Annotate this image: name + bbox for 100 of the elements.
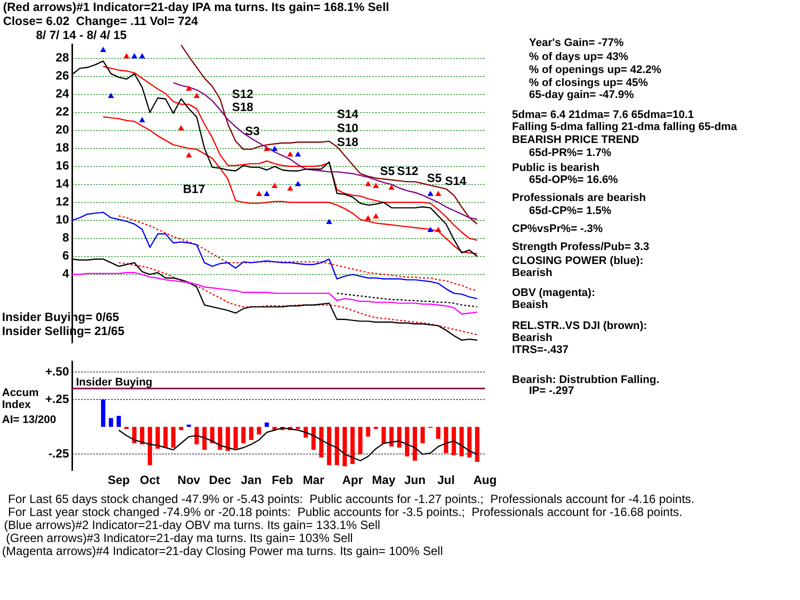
text: (Green arrows)#3 Indicator=21-day ma turns. Its gain= 103% Sell [6,531,353,545]
point [194,92,200,98]
annotation: B17 [183,182,206,196]
y-tick-label: 20 [56,122,70,137]
point [427,226,434,232]
annotation: S5 [427,171,442,185]
text: Public is bearish [512,162,600,174]
text: 65d-PR%= 1.7% [529,147,612,159]
text: AI= 13/200 [2,414,56,426]
y-tick-label: 26 [56,68,70,83]
x-tick-label: Feb [272,473,294,488]
text: % of closings up= 45% [529,77,648,89]
point [256,190,262,196]
bar [171,426,176,448]
bar [116,416,121,427]
text: Year's Gain= -77% [529,37,624,49]
annotation: S18 [232,100,254,114]
point [124,53,130,58]
annotation: S14 [337,107,358,121]
y-tick-label: +.25 [45,392,70,406]
bar [249,426,254,440]
point [427,190,434,196]
point [272,182,278,188]
bar [210,426,214,444]
x-tick-label: Jan [240,473,262,488]
bar [475,426,480,462]
bar [234,426,238,449]
text: OBV (magenta): [512,287,596,299]
annotation: S12 [397,164,418,178]
bar [256,426,262,434]
y-tick-label: 18 [56,140,70,155]
y-tick-label: -.25 [48,446,70,461]
annotation: S12 [232,87,254,101]
text: IP= -.297 [529,385,574,397]
x-tick-label: Nov [178,473,201,488]
text: 65d-CP%= 1.5% [529,205,612,217]
y-tick-label: 10 [56,212,70,227]
text: % of days up= 43% [529,51,628,63]
point [272,146,278,152]
annotation: S18 [337,135,358,149]
text: Bearish [512,332,552,344]
bar [264,422,269,427]
point [100,46,106,52]
text: CLOSING POWER (blue): [512,255,644,267]
point [287,151,294,156]
bar [140,426,144,444]
bar [226,426,230,451]
y-tick-label: 28 [56,50,70,65]
point [388,184,395,190]
point [294,151,302,156]
bar [108,418,114,427]
point [287,185,294,191]
bar [148,426,152,466]
point [264,146,270,152]
chart-title: (Red arrows)#1 Indicator=21-day IPA ma turns. Its gain= 168.1% Sell [3,0,390,14]
bar [241,426,246,444]
bar [132,426,136,444]
text: 65-day gain= -47.9% [529,89,634,101]
bar [382,426,386,444]
point [131,53,138,58]
bar [156,426,160,449]
text: REL.STR..VS DJI (brown): [512,320,648,332]
x-tick-label: Sep [108,473,130,488]
y-tick-label: 4 [62,266,70,281]
point [435,226,442,232]
bar [194,426,199,444]
point [139,117,146,122]
text: (Magenta arrows)#4 Indicator=21-day Closing Power ma turns. Its gain= 100% Sell [2,544,443,558]
y-tick-label: 14 [56,176,70,191]
annotation: S10 [337,121,358,135]
bar [452,426,456,456]
point [326,218,332,224]
text: % of openings up= 42.2% [529,64,662,76]
bar [319,426,324,458]
y-axis-title: Accum Index [2,387,40,411]
point [178,125,184,130]
x-tick-label: Dec [209,473,232,488]
x-tick-label: May [372,473,396,488]
point [365,180,372,186]
text: 65d-OP%= 16.6% [529,174,618,186]
y-tick-label: +.50 [45,364,70,378]
bar [412,426,418,461]
text: Falling 5-dma falling 21-dma falling 65-dma [512,121,737,133]
point [108,92,114,98]
text: Professionals are bearish [512,192,646,204]
text: 5dma= 6.4 21dma= 7.6 65dma=10.1 [512,109,694,121]
text: BEARISH PRICE TREND [512,134,640,146]
line-series [118,215,478,292]
y-tick-label: 16 [56,158,70,173]
text: Beaish [512,299,548,311]
ref-line-label: Insider Buying [76,376,152,389]
bar [397,426,402,448]
bar [366,426,370,437]
y-tick-label: 12 [56,194,70,209]
x-tick-label: Apr [342,473,364,488]
x-tick-label: Jun [404,473,426,488]
point [372,182,379,188]
x-tick-label: Oct [140,473,160,488]
point [435,190,442,196]
point [139,53,146,58]
